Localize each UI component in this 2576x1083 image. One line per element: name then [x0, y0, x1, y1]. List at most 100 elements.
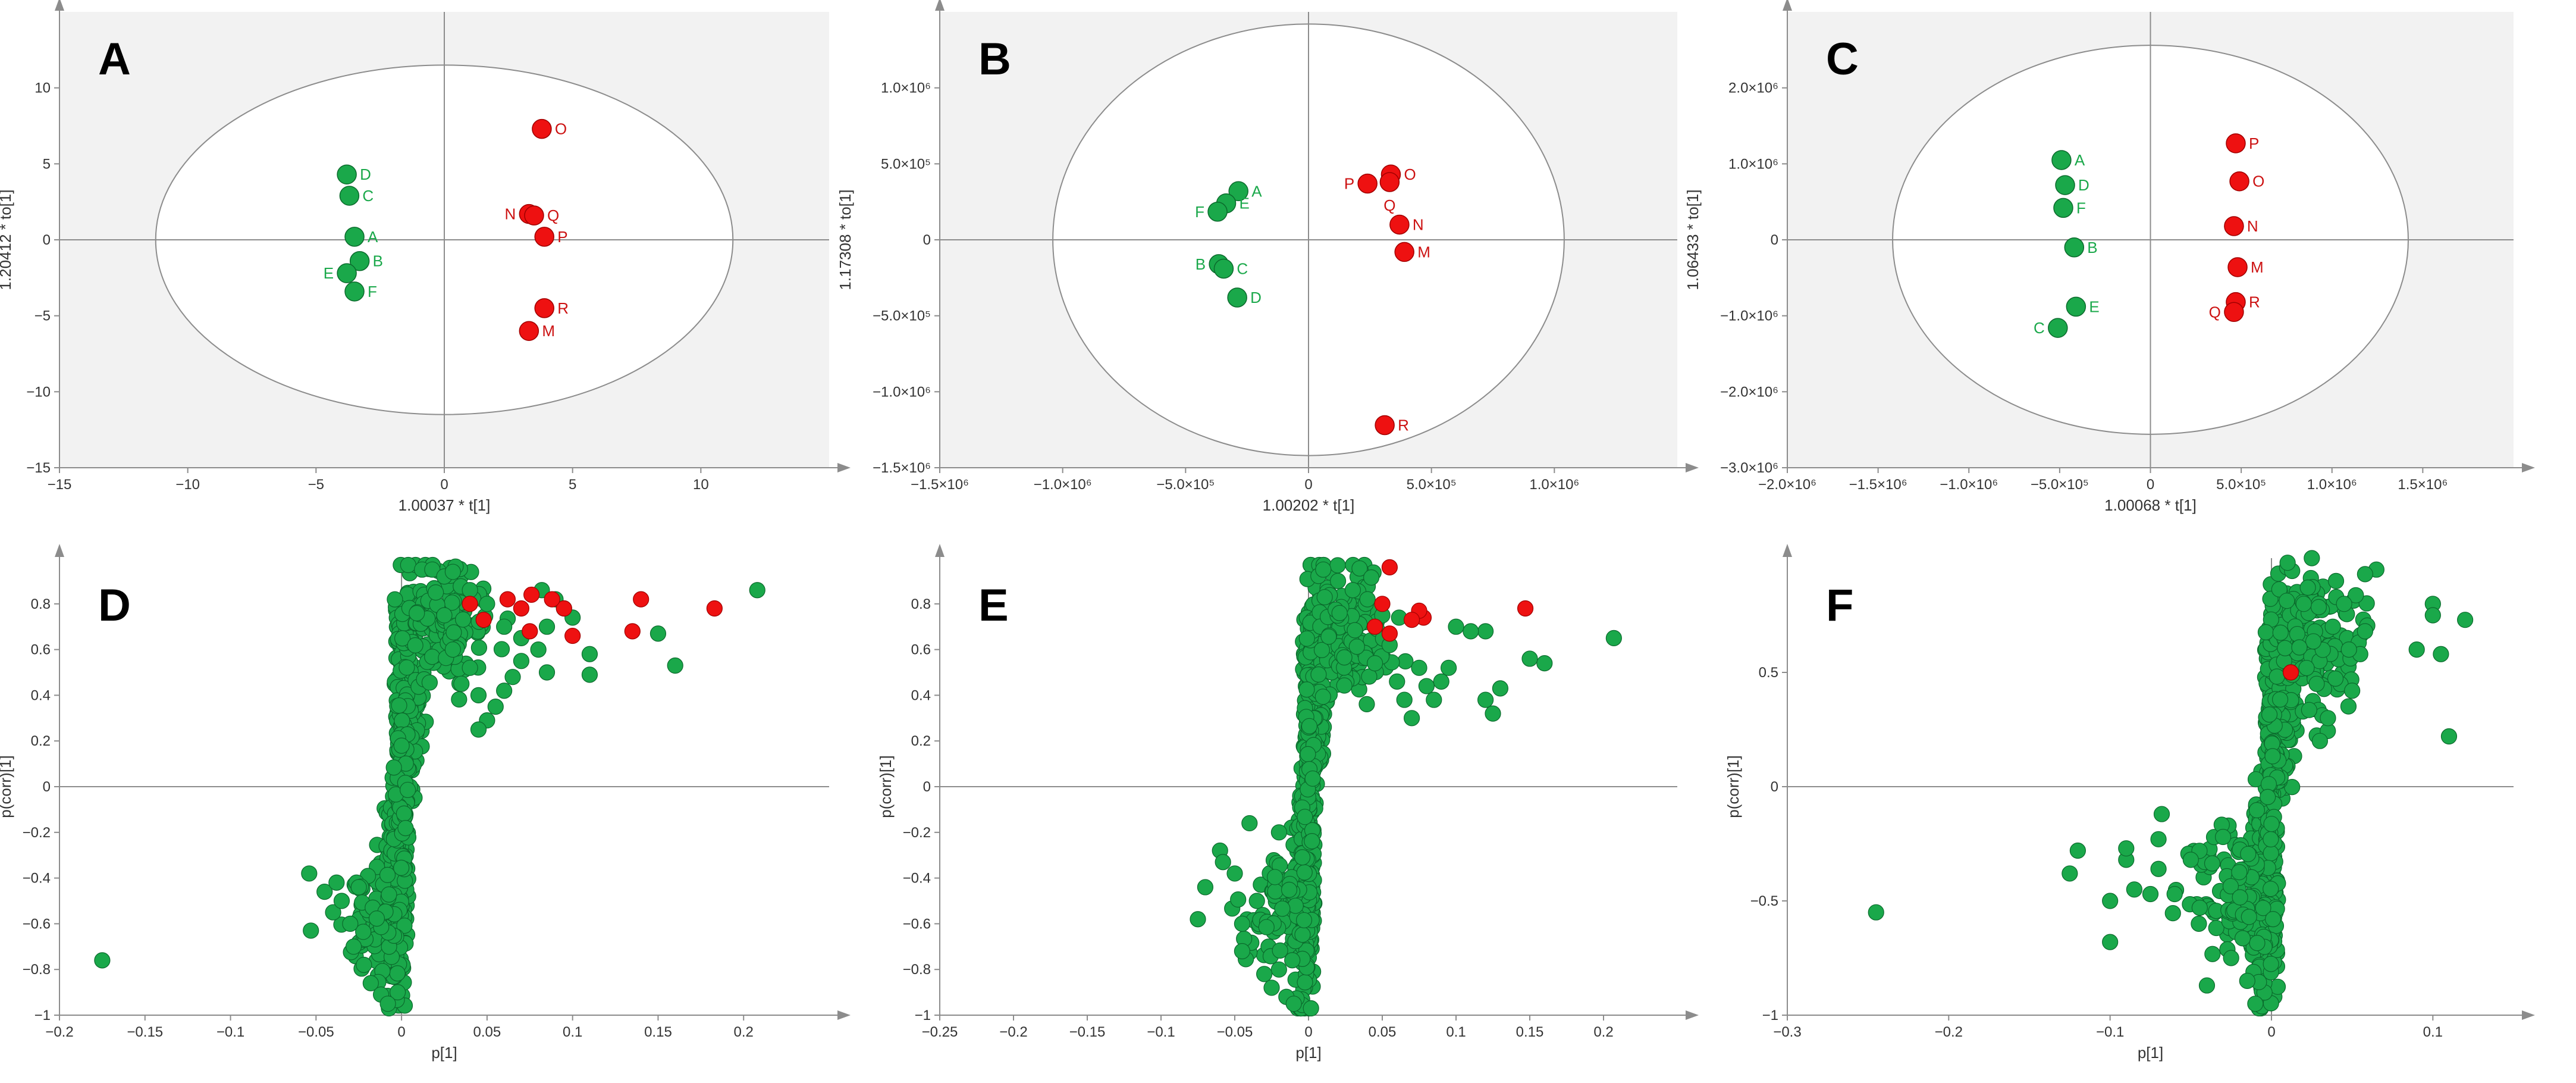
panel-f-s-plot: −0.3 −0.2 −0.1 0 0.1 −1 −0.5 0 0.5 p[1] p(corr)[1]… — [1724, 544, 2535, 1062]
variable-point — [394, 712, 410, 729]
variable-point — [487, 698, 504, 715]
variable-point — [2191, 899, 2208, 916]
variable-point — [2142, 885, 2159, 903]
variable-point — [2295, 596, 2312, 612]
variable-point — [2062, 865, 2078, 882]
x-axis-arrow — [837, 463, 851, 472]
variable-point — [1303, 1000, 1319, 1017]
variable-point — [2279, 593, 2295, 609]
y-tick-label: 0 — [1771, 232, 1778, 248]
sample-point-a — [1228, 181, 1248, 202]
y-tick-label: 0 — [923, 232, 931, 248]
variable-point — [496, 683, 513, 699]
variable-point — [1248, 893, 1265, 909]
variable-point — [1274, 900, 1291, 917]
variable-point — [409, 605, 425, 622]
sample-label-o: O — [555, 120, 567, 138]
sample-point-q — [524, 205, 544, 226]
sample-label-m: M — [1417, 243, 1430, 261]
variable-point — [2344, 683, 2361, 699]
sample-point-d — [2055, 175, 2075, 195]
y-tick-label: −0.8 — [903, 962, 931, 978]
sample-label-f: F — [2076, 199, 2086, 217]
marker-variable-point — [462, 596, 478, 612]
variable-point — [2247, 996, 2264, 1012]
variable-point — [400, 556, 416, 574]
variable-point — [1363, 569, 1380, 586]
sample-label-e: E — [1240, 195, 1250, 212]
variable-point — [1300, 746, 1316, 762]
sample-point-f — [344, 281, 365, 302]
variable-point — [470, 639, 488, 656]
marker-variable-point — [1404, 612, 1420, 628]
variable-point — [2264, 748, 2281, 765]
variable-point — [2126, 881, 2142, 898]
y-tick-label: 1.0×10⁶ — [881, 80, 931, 96]
variable-point — [1330, 572, 1347, 590]
variable-point — [2150, 860, 2167, 877]
x-axis-title: p[1] — [1295, 1044, 1321, 1062]
variable-point — [2208, 919, 2224, 937]
x-tick-label: 1.5×10⁶ — [2398, 477, 2448, 493]
variable-point — [1304, 770, 1321, 787]
y-axis-title: 1.17308 * to[1] — [836, 189, 854, 290]
variable-point — [1463, 623, 1479, 640]
sample-label-q: Q — [1383, 196, 1395, 214]
variable-point — [1351, 560, 1368, 577]
x-tick-label: 0.2 — [1593, 1024, 1613, 1040]
x-tick-label: −0.25 — [922, 1024, 958, 1040]
variable-point — [1234, 915, 1250, 932]
variable-point — [2263, 831, 2279, 848]
sample-label-n: N — [2247, 217, 2258, 235]
sample-label-b: B — [2087, 239, 2097, 256]
variable-point — [2310, 599, 2327, 615]
variable-point — [2118, 840, 2135, 857]
variable-point — [1336, 649, 1353, 666]
variable-point — [1270, 824, 1287, 841]
variable-point — [1197, 879, 1214, 896]
variable-point — [394, 630, 411, 647]
sample-label-c: C — [1237, 260, 1248, 278]
x-axis-title: 1.00037 * t[1] — [399, 496, 491, 514]
variable-point — [1258, 919, 1275, 935]
variable-point — [2166, 885, 2183, 903]
y-tick-label: 10 — [34, 80, 51, 96]
variable-point — [2340, 641, 2357, 658]
y-tick-label: 0.2 — [911, 733, 931, 749]
variable-point — [387, 591, 403, 608]
variable-point — [1310, 666, 1327, 683]
sample-point-f — [2053, 198, 2073, 218]
variable-point — [1367, 655, 1383, 672]
marker-variable-point — [1381, 559, 1398, 575]
panel-b-score-plot: −1.5×10⁶ −1.0×10⁶ −5.0×10⁵ 0 5.0×10⁵ 1.0×10⁶ −… — [836, 0, 1699, 514]
variable-point — [2348, 587, 2364, 603]
x-tick-label: 5.0×10⁵ — [1407, 477, 1457, 493]
x-tick-label: −1.0×10⁶ — [1940, 477, 1998, 493]
sample-label-o: O — [1404, 165, 1416, 183]
sample-point-f — [1207, 202, 1228, 222]
variable-point — [1297, 974, 1313, 991]
x-tick-label: 0 — [2147, 477, 2154, 493]
variable-point — [1304, 833, 1320, 850]
variable-point — [1270, 961, 1287, 978]
sample-label-r: R — [2249, 293, 2260, 311]
x-tick-label: 5 — [569, 477, 576, 493]
marker-variable-point — [1517, 600, 1534, 617]
panel-letter: B — [978, 34, 1011, 84]
variable-point — [530, 641, 547, 658]
sample-point-m — [1394, 242, 1414, 262]
variable-point — [2340, 698, 2357, 715]
variable-point — [393, 737, 410, 754]
y-tick-label: 0 — [923, 779, 931, 795]
x-tick-label: −0.05 — [1217, 1024, 1253, 1040]
sample-label-f: F — [368, 283, 377, 301]
marker-variable-point — [624, 623, 641, 640]
variable-point — [1190, 911, 1206, 928]
variable-point — [2263, 845, 2279, 862]
y-tick-label: −0.8 — [23, 962, 51, 978]
y-tick-label: 0 — [43, 232, 51, 248]
variable-point — [1314, 688, 1331, 705]
variable-point — [389, 965, 406, 982]
y-tick-label: −0.2 — [23, 825, 51, 841]
